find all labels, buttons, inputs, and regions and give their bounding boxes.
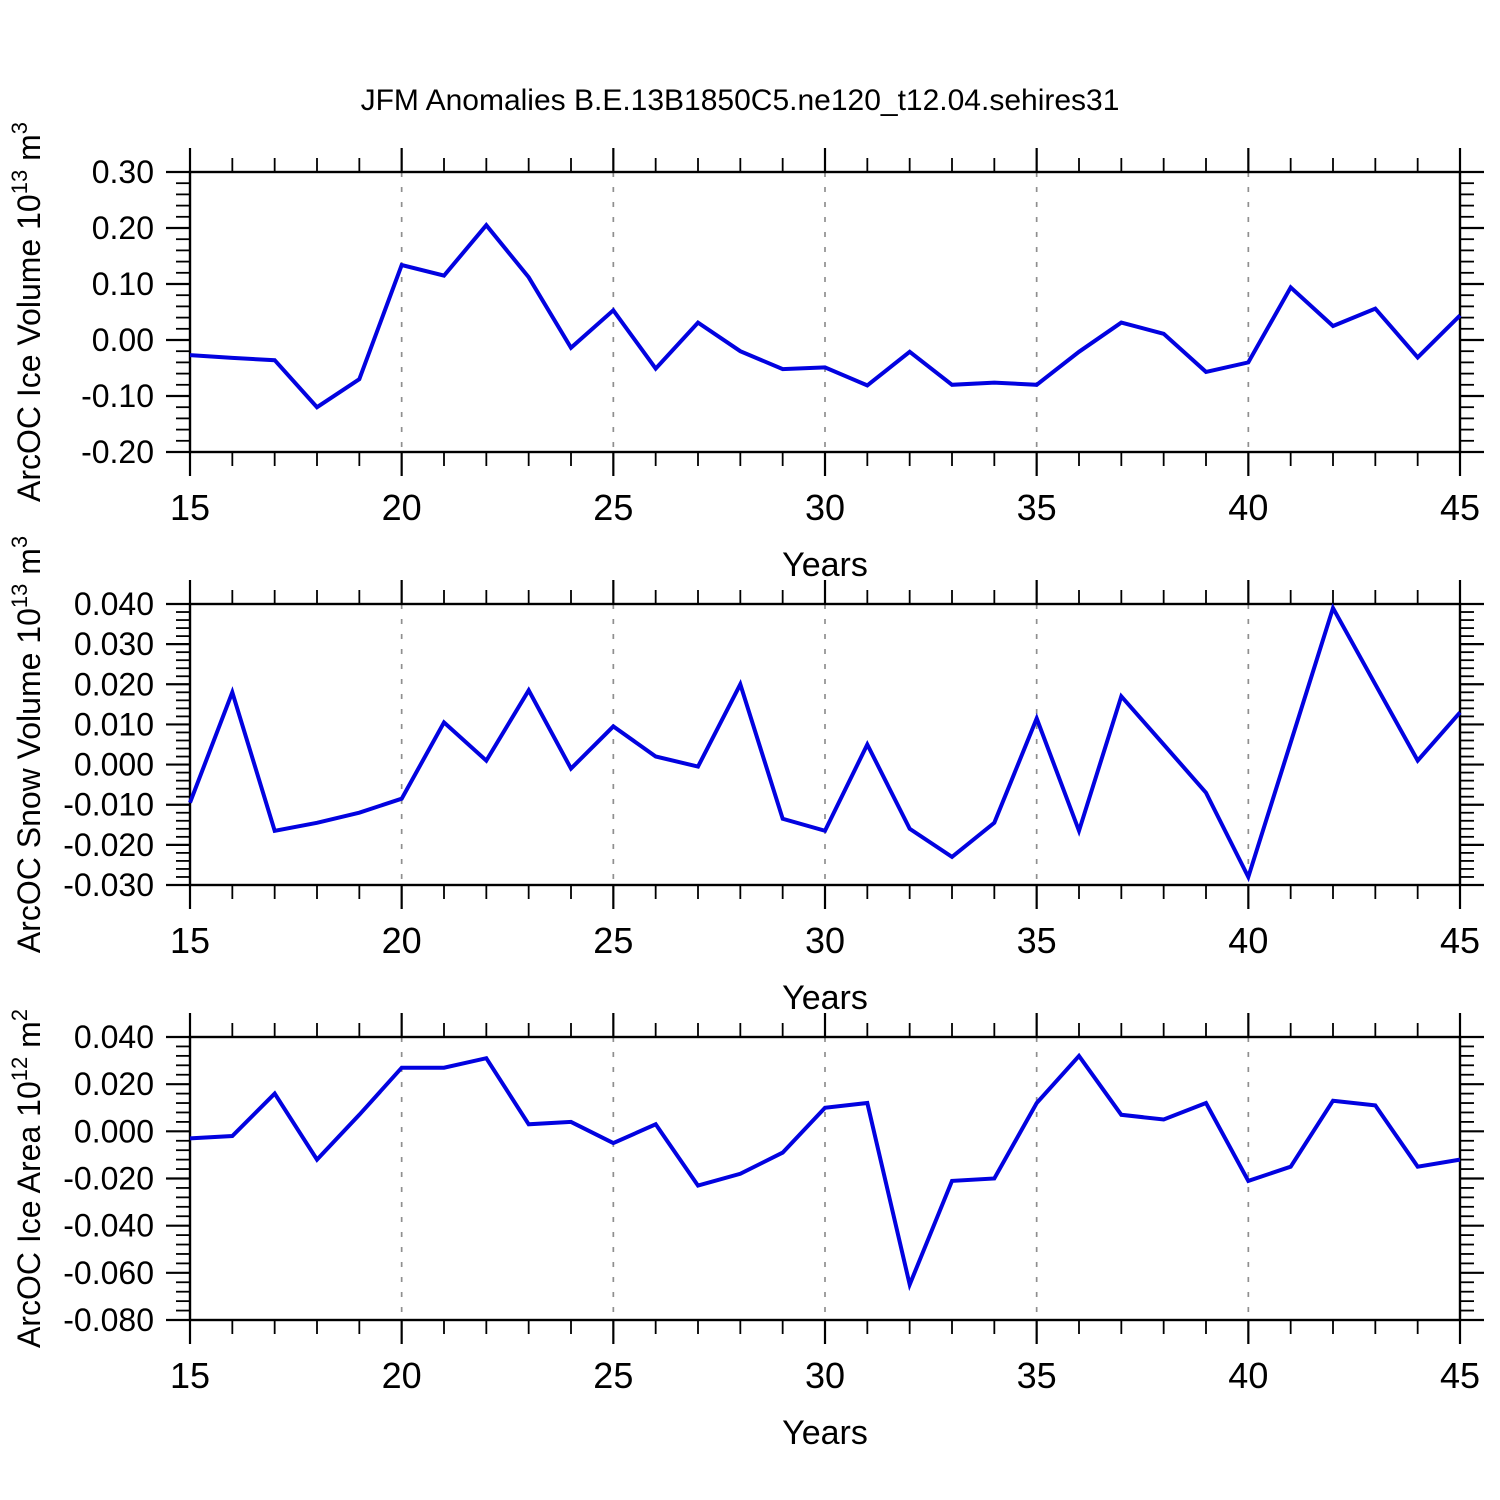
x-tick-label: 20 (382, 1355, 422, 1396)
x-tick-label: 20 (382, 487, 422, 528)
x-axis-title: Years (782, 1414, 868, 1452)
x-tick-label: 15 (170, 487, 210, 528)
series-line-ice-volume (189, 222, 1462, 410)
x-tick-label: 30 (805, 920, 845, 961)
y-tick-label: -0.10 (81, 378, 154, 414)
plot-frame (188, 170, 1462, 454)
x-tick-label: 25 (593, 1355, 633, 1396)
x-tick-label: 35 (1017, 920, 1057, 961)
y-tick-label: 0.040 (74, 1019, 154, 1055)
x-tick-label: 25 (593, 487, 633, 528)
x-tick-label: 45 (1440, 1355, 1480, 1396)
y-tick-label: 0.000 (74, 747, 154, 783)
y-tick-label: -0.040 (63, 1208, 154, 1244)
y-tick-label: -0.020 (63, 827, 154, 863)
plot-frame (188, 1035, 1462, 1322)
x-tick-label: 35 (1017, 487, 1057, 528)
x-tick-label: 40 (1228, 1355, 1268, 1396)
x-tick-label: 45 (1440, 487, 1480, 528)
panel-ice-volume: 0.30 0.20 0.10 0.00 -0.10 -0.20 15 20 25 30 35 40 45… (7, 122, 1484, 584)
x-tick-label: 35 (1017, 1355, 1057, 1396)
y-tick-label: -0.020 (63, 1161, 154, 1197)
x-tick-label: 30 (805, 487, 845, 528)
plot-frame (188, 602, 1462, 887)
y-tick-label: -0.20 (81, 434, 154, 470)
series-line-snow-volume (188, 602, 1462, 883)
panel-ice-area: 0.040 0.020 0.000 -0.020 -0.040 -0.060 -0.080 1… (7, 1009, 1484, 1452)
y-tick-label: 0.020 (74, 1066, 154, 1102)
y-tick-label: 0.10 (92, 266, 154, 302)
y-tick-label: 0.030 (74, 626, 154, 662)
y-tick-label: 0.020 (74, 666, 154, 702)
y-axis-title: ArcOC Snow Volume 1013 m3 (7, 536, 47, 953)
x-tick-label: 45 (1440, 920, 1480, 961)
y-tick-label: -0.010 (63, 787, 154, 823)
y-tick-label: -0.080 (63, 1302, 154, 1338)
y-tick-label: -0.060 (63, 1255, 154, 1291)
y-axis-title: ArcOC Ice Area 1012 m2 (7, 1009, 47, 1348)
y-tick-label: 0.30 (92, 154, 154, 190)
x-tick-label: 30 (805, 1355, 845, 1396)
y-tick-label: 0.00 (92, 322, 154, 358)
y-tick-label: 0.010 (74, 706, 154, 742)
x-tick-label: 40 (1228, 920, 1268, 961)
x-axis-title: Years (782, 546, 868, 584)
series-line-ice-area (189, 1052, 1461, 1292)
y-tick-label: -0.030 (63, 867, 154, 903)
y-axis-title: ArcOC Ice Volume 1013 m3 (7, 122, 47, 502)
x-tick-label: 15 (170, 920, 210, 961)
x-tick-label: 40 (1228, 487, 1268, 528)
chart-title: JFM Anomalies B.E.13B1850C5.ne120_t12.04… (361, 84, 1120, 117)
y-tick-label: 0.20 (92, 210, 154, 246)
y-tick-label: 0.040 (74, 586, 154, 622)
x-tick-label: 15 (170, 1355, 210, 1396)
x-axis-title: Years (782, 979, 868, 1017)
y-tick-label: 0.000 (74, 1113, 154, 1149)
panel-snow-volume: 0.040 0.030 0.020 0.010 0.000 -0.010 -0.020 -0.… (7, 536, 1484, 1017)
x-tick-label: 25 (593, 920, 633, 961)
x-tick-label: 20 (382, 920, 422, 961)
